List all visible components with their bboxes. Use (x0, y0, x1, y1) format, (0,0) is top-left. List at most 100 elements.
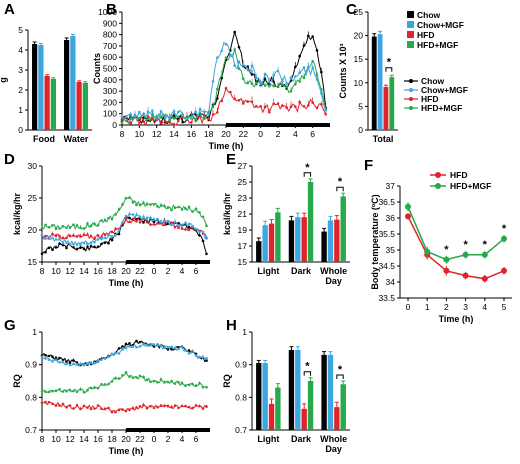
significance-star: * (305, 162, 310, 174)
y-tick-label: 300 (103, 86, 117, 96)
legend-marker (409, 88, 413, 92)
x-tick-label: 0 (258, 129, 263, 139)
y-axis-label: RQ (12, 374, 22, 388)
legend-marker (409, 97, 413, 101)
panel-letter: B (106, 1, 117, 18)
data-point (205, 405, 208, 408)
data-point (424, 248, 431, 255)
data-point (65, 362, 68, 366)
legend-marker (435, 183, 441, 189)
data-point (58, 356, 61, 360)
legend-swatch (407, 11, 414, 18)
legend-label: HFD (421, 94, 438, 104)
data-point (103, 383, 107, 386)
x-tick-label: 8 (40, 434, 45, 444)
data-point (159, 404, 163, 407)
significance-star: * (338, 364, 343, 376)
y-tick-label: 800 (103, 30, 117, 40)
data-point (44, 400, 47, 404)
y-tick-label: 23 (238, 193, 248, 203)
significance-star: * (483, 239, 488, 251)
bar (301, 217, 307, 262)
data-point (163, 404, 166, 408)
bar (288, 349, 295, 430)
data-point (135, 339, 138, 343)
panel-letter: C (346, 1, 357, 18)
data-point (194, 404, 198, 407)
x-tick-label: 6 (194, 434, 199, 444)
x-tick-label: 4 (293, 129, 298, 139)
data-point (180, 404, 184, 408)
data-point (61, 360, 65, 364)
y-axis-label: kcal/kg/hr (12, 192, 22, 235)
data-point (443, 267, 450, 274)
data-point (125, 115, 128, 118)
x-tick-label: 4 (180, 266, 185, 276)
data-point (93, 386, 96, 389)
data-point (121, 348, 124, 351)
y-tick-label: 0.9 (25, 360, 37, 370)
y-tick-label: 0.8 (25, 392, 37, 402)
bar (340, 384, 346, 430)
y-tick-label: 27 (238, 161, 248, 171)
x-category-label: Day (325, 276, 342, 286)
data-point (201, 355, 205, 359)
significance-bracket (336, 374, 344, 379)
data-point (47, 358, 51, 361)
y-tick-label: 100 (103, 109, 117, 119)
bar (50, 79, 56, 130)
x-axis-label: Time (h) (109, 446, 144, 456)
x-tick-label: 22 (135, 434, 145, 444)
y-tick-label: 900 (103, 18, 117, 28)
y-tick-label: 34 (386, 277, 396, 287)
bar (256, 241, 262, 262)
data-point (117, 347, 121, 350)
data-point (135, 376, 138, 379)
y-tick-label: 36 (386, 213, 396, 223)
bar (321, 231, 327, 262)
data-point (142, 342, 145, 346)
y-tick-label: 0.7 (25, 425, 37, 435)
x-tick-label: 2 (276, 129, 281, 139)
x-tick-label: 6 (310, 129, 315, 139)
legend-label: HFD+MGF (421, 103, 462, 113)
panel-letter: E (226, 151, 236, 168)
legend-marker (409, 79, 413, 83)
y-tick-label: 2 (18, 85, 23, 95)
x-tick-label: 14 (79, 266, 89, 276)
x-tick-label: 10 (51, 434, 61, 444)
data-point (89, 361, 93, 364)
bar (295, 217, 301, 262)
data-point (170, 379, 173, 383)
x-tick-label: 1 (425, 302, 430, 312)
data-point (481, 251, 488, 258)
x-tick-label: 2 (166, 434, 171, 444)
x-tick-label: 0 (152, 434, 157, 444)
data-point (114, 410, 117, 414)
y-tick-label: 34.5 (378, 261, 395, 271)
y-tick-label: 20 (354, 31, 364, 41)
y-tick-label: 21 (238, 209, 248, 219)
data-point (187, 349, 191, 352)
data-point (198, 382, 201, 385)
data-point (152, 343, 156, 346)
x-tick-label: 22 (239, 129, 249, 139)
legend-swatch (407, 21, 414, 28)
bar (383, 87, 389, 130)
x-tick-label: 18 (204, 129, 214, 139)
data-point (462, 251, 469, 258)
data-point (100, 219, 103, 222)
data-point (121, 408, 124, 411)
bar (32, 44, 38, 130)
bar (275, 387, 281, 430)
y-tick-label: 5 (358, 101, 363, 111)
bar (389, 77, 395, 130)
series-line (407, 206, 505, 261)
y-tick-label: 1000 (98, 7, 117, 17)
bar (256, 363, 262, 430)
bar (262, 363, 268, 430)
bar (301, 408, 307, 430)
bar (64, 40, 70, 130)
legend-label: HFD+MGF (450, 181, 491, 191)
